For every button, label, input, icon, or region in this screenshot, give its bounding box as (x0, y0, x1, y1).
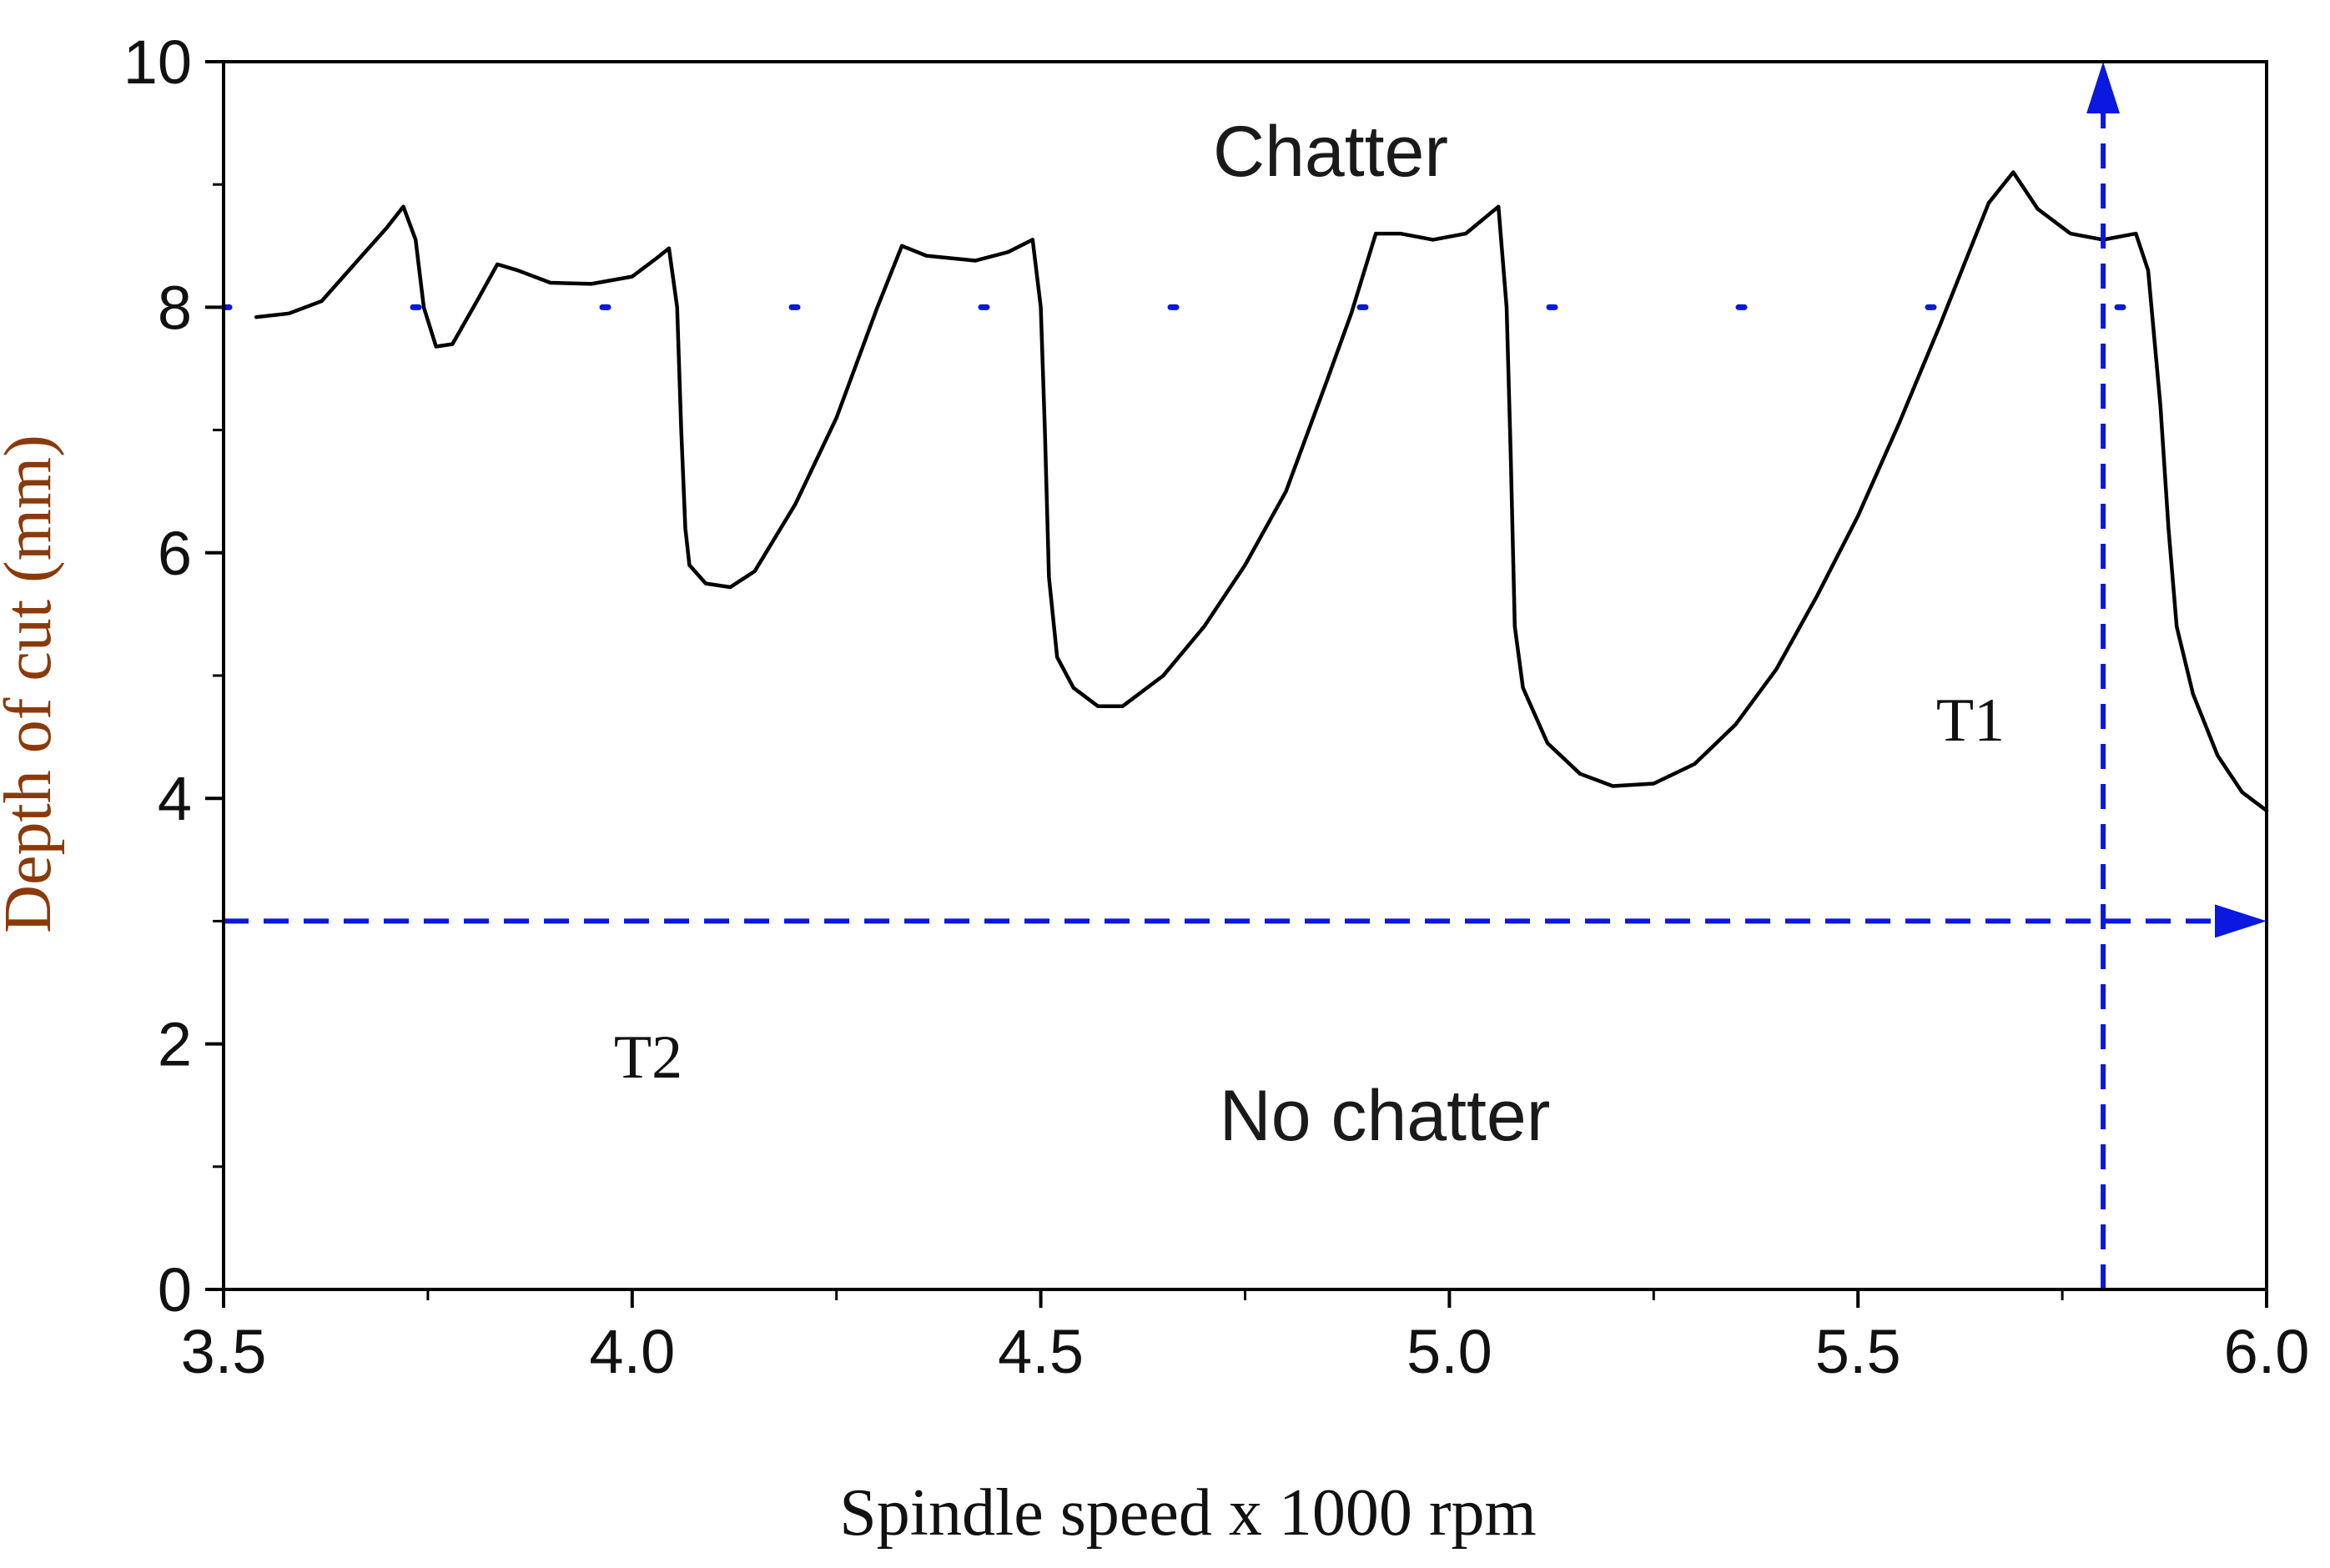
y-tick-label: 8 (158, 273, 192, 342)
reference-lines (224, 62, 2267, 1289)
x-tick-label: 5.0 (1407, 1317, 1492, 1386)
major-ticks (205, 60, 2268, 1308)
annotation-t1: T1 (1936, 686, 2005, 755)
x-axis-title: Spindle speed x 1000 rpm (839, 1476, 1536, 1550)
x-tick-label: 4.0 (589, 1317, 675, 1386)
x-tick-label: 6.0 (2224, 1317, 2310, 1386)
x-tick-label: 3.5 (181, 1317, 267, 1386)
stability-lobe-line (254, 170, 2269, 813)
series-layer (254, 170, 2269, 813)
annotation-chatter: Chatter (1213, 112, 1448, 192)
y-tick-label: 10 (123, 28, 192, 97)
x-tick-label: 4.5 (998, 1317, 1084, 1386)
y-tick-label: 4 (158, 764, 192, 833)
annotation-no-chatter: No chatter (1220, 1076, 1551, 1156)
plot-frame (222, 60, 2268, 1291)
y-tick-label: 0 (158, 1255, 192, 1324)
x-tick-label: 5.5 (1815, 1317, 1901, 1386)
minor-ticks (213, 183, 2064, 1300)
y-axis-title: Depth of cut (mm) (0, 435, 65, 933)
y-tick-label: 6 (158, 519, 192, 588)
arrowhead-right (2215, 904, 2267, 938)
annotation-t2: T2 (614, 1023, 682, 1092)
arrowhead-up (2086, 62, 2121, 113)
y-tick-label: 2 (158, 1010, 192, 1079)
tick-labels: 3.5 4.0 4.5 5.0 5.5 6.0 0 2 4 6 8 10 (123, 28, 2310, 1386)
